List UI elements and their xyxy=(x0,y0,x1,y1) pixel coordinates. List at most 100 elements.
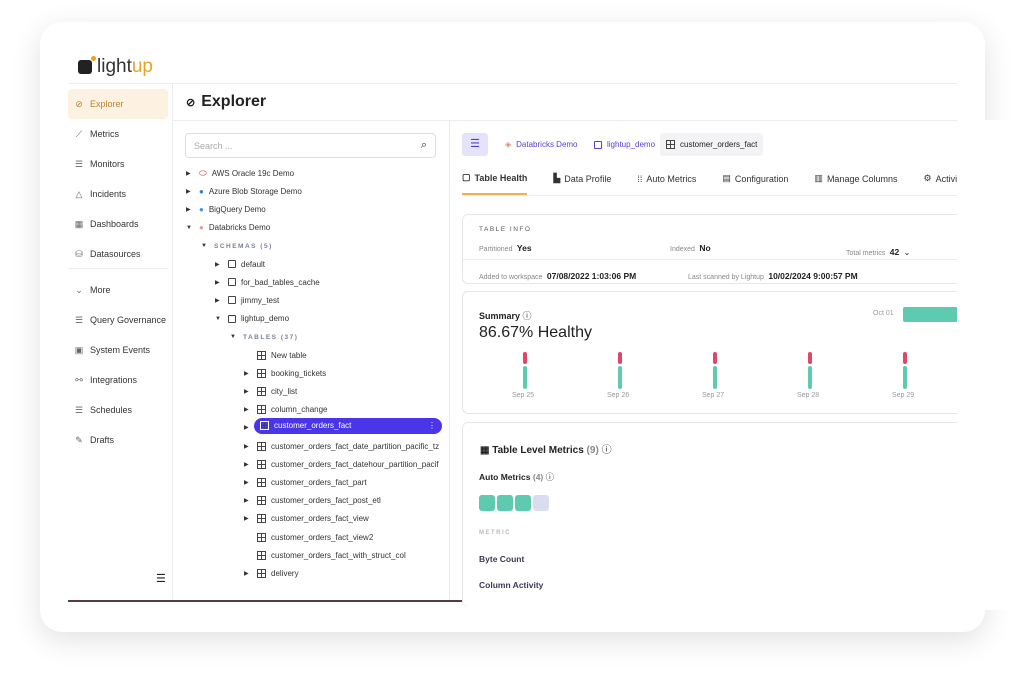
schema-icon xyxy=(594,140,602,149)
table-level-metrics-card: ▦ Table Level Metrics (9) ⓘ Auto Metrics… xyxy=(462,422,962,607)
sidebar-item-system-events[interactable]: ▣ System Events xyxy=(74,344,151,356)
tree-table[interactable]: ▶ column_change xyxy=(244,405,328,415)
sidebar-item-metrics[interactable]: ⟋ Metrics xyxy=(75,128,119,140)
sidebar-item-incidents[interactable]: △ Incidents xyxy=(75,188,127,200)
healthy-bar[interactable] xyxy=(618,366,622,389)
tree-table[interactable]: ▶ booking_tickets xyxy=(244,368,327,378)
tree-table[interactable]: ▶ customer_orders_fact_part xyxy=(244,477,367,487)
sidebar-item-schedules[interactable]: ☰ Schedules xyxy=(74,404,133,416)
table-icon xyxy=(257,350,266,360)
healthy-bar[interactable] xyxy=(808,366,812,389)
breadcrumb-schema[interactable]: lightup_demo xyxy=(594,133,655,156)
sidebar-item-dashboards[interactable]: ▦ Dashboards xyxy=(74,218,139,230)
healthy-bar[interactable] xyxy=(523,366,527,389)
healthy-bar[interactable] xyxy=(713,366,717,389)
sidebar-item-integrations[interactable]: ⚯ Integrations xyxy=(75,374,138,386)
schemas-group[interactable]: ▼ SCHEMAS (5) xyxy=(201,242,273,250)
tree-datasource[interactable]: ▶ ⬭ AWS Oracle 19c Demo xyxy=(186,167,295,178)
list-icon: ☰ xyxy=(74,314,84,325)
health-percentage: 86.67% Healthy xyxy=(479,324,592,341)
healthy-bar[interactable] xyxy=(903,366,907,389)
metric-row[interactable]: Byte Count xyxy=(479,554,525,564)
tree-schema[interactable]: ▶ default xyxy=(215,259,266,269)
sidebar-item-query-governance[interactable]: ☰ Query Governance xyxy=(74,314,167,326)
collapse-sidebar-button[interactable]: ☰ xyxy=(156,573,166,585)
tab-activity[interactable]: ⚙ Activity xyxy=(923,173,965,184)
logo: lightup xyxy=(78,56,153,78)
datasource-icon: ● xyxy=(199,186,204,196)
compass-icon: ⊘ xyxy=(186,96,196,109)
unhealthy-bar[interactable] xyxy=(808,352,812,364)
table-icon xyxy=(257,386,266,396)
sidebar-item-explorer[interactable]: ⊘ Explorer xyxy=(68,89,168,119)
tree-table[interactable]: ▶ customer_orders_fact_view xyxy=(244,514,369,524)
unhealthy-bar[interactable] xyxy=(903,352,907,364)
tab-icon: ▢ xyxy=(462,172,471,182)
tree-table[interactable]: New table xyxy=(244,346,307,364)
tab-data-profile[interactable]: ▙ Data Profile xyxy=(553,173,612,184)
datasource-icon: ● xyxy=(199,205,204,215)
breadcrumb-datasource[interactable]: ◈ Databricks Demo xyxy=(505,140,578,149)
tab-configuration[interactable]: ▤ Configuration xyxy=(722,173,789,184)
toggle-tree-button[interactable]: ☰ xyxy=(462,133,488,156)
databricks-icon: ◈ xyxy=(505,140,512,149)
metric-status-square[interactable] xyxy=(515,495,531,511)
tree-table[interactable]: ▶ city_list xyxy=(244,386,298,396)
tree-datasource[interactable]: ▶ ● Azure Blob Storage Demo xyxy=(186,186,302,196)
sidebar-item-more[interactable]: ⌄ More xyxy=(75,284,111,296)
sidebar-item-monitors[interactable]: ☰ Monitors xyxy=(74,158,125,170)
datasource-icon: ● xyxy=(199,223,204,233)
day-label: Sep 27 xyxy=(702,392,725,399)
tree-table[interactable]: customer_orders_fact_view2 xyxy=(244,528,373,546)
list-icon: ☰ xyxy=(74,404,84,415)
table-icon xyxy=(257,532,266,542)
latest-health-bar[interactable] xyxy=(903,307,958,322)
table-icon xyxy=(257,405,266,415)
search-input[interactable]: Search ... ⌕ xyxy=(185,133,436,158)
breadcrumb-table[interactable]: customer_orders_fact xyxy=(660,133,764,156)
tab-auto-metrics[interactable]: ⁞⁞ Auto Metrics xyxy=(637,173,697,184)
table-icon xyxy=(257,514,266,524)
table-icon xyxy=(257,496,266,506)
day-label: Sep 29 xyxy=(892,392,915,399)
tab-manage-columns[interactable]: ▥ Manage Columns xyxy=(814,173,898,184)
tree-schema[interactable]: ▶ jimmy_test xyxy=(215,295,280,305)
tree-table[interactable]: ▶ customer_orders_fact_date_partition_pac… xyxy=(244,441,440,451)
info-icon[interactable]: ⓘ xyxy=(522,311,532,321)
tree-table-selected[interactable]: customer_orders_fact ⋮ xyxy=(254,417,442,434)
metric-row[interactable]: Column Activity xyxy=(479,580,544,590)
table-info-card: TABLE INFO Partitioned Yes Indexed No To… xyxy=(462,214,962,284)
metric-status-square[interactable] xyxy=(533,495,549,511)
tree-table[interactable]: ▶ customer_orders_fact_datehour_partition… xyxy=(244,459,439,469)
info-icon[interactable]: ⓘ xyxy=(545,472,555,482)
sidebar-item-datasources[interactable]: ⛁ Datasources xyxy=(75,248,141,260)
unhealthy-bar[interactable] xyxy=(523,352,527,364)
search-icon: ⌕ xyxy=(420,139,427,151)
page-title: ⊘ Explorer xyxy=(186,93,267,110)
tab-bar: ▢ Table Health ▙ Data Profile ⁞⁞ Auto Metrics… xyxy=(462,172,964,195)
sidebar-item-drafts[interactable]: ✎ Drafts xyxy=(75,434,115,446)
tree-schema[interactable]: ▼ lightup_demo xyxy=(215,314,290,324)
tree-table[interactable]: ▶ customer_orders_fact_post_etl xyxy=(244,496,381,506)
table-icon xyxy=(257,441,266,451)
expand-toggle[interactable]: ▶ xyxy=(244,425,249,432)
total-metrics-dropdown[interactable]: Total metrics 42 ⌄ xyxy=(846,247,911,257)
metric-status-square[interactable] xyxy=(497,495,513,511)
tab-table-health[interactable]: ▢ Table Health xyxy=(462,172,528,195)
table-icon xyxy=(257,368,266,378)
tree-schema[interactable]: ▶ for_bad_tables_cache xyxy=(215,277,320,287)
unhealthy-bar[interactable] xyxy=(618,352,622,364)
tab-icon: ⚙ xyxy=(923,173,932,183)
tables-group[interactable]: ▼ TABLES (37) xyxy=(230,333,299,341)
chevron-down-icon: ⌄ xyxy=(75,284,83,295)
unhealthy-bar[interactable] xyxy=(713,352,717,364)
metric-status-square[interactable] xyxy=(479,495,495,511)
table-icon xyxy=(257,477,266,487)
tree-datasource[interactable]: ▼ ● Databricks Demo xyxy=(186,223,271,233)
grid-icon: ▦ xyxy=(480,445,490,456)
info-icon[interactable]: ⓘ xyxy=(601,445,612,456)
tree-table[interactable]: customer_orders_fact_with_struct_col xyxy=(244,546,406,564)
table-icon xyxy=(257,568,266,578)
tree-table[interactable]: ▶ delivery xyxy=(244,568,299,578)
tree-datasource[interactable]: ▶ ● BigQuery Demo xyxy=(186,205,266,215)
